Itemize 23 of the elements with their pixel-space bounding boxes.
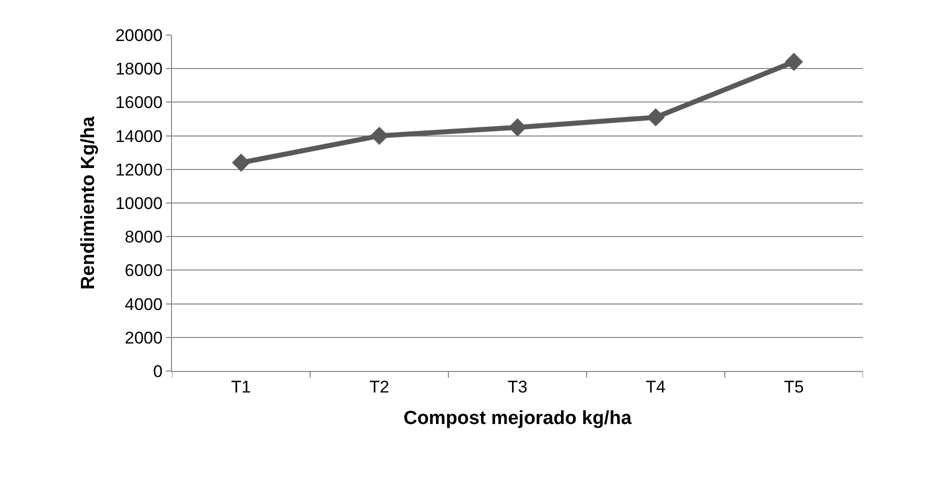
y-tick-label: 6000 <box>124 261 163 280</box>
y-tick-label: 20000 <box>115 26 163 45</box>
y-tick-label: 2000 <box>124 328 163 348</box>
point <box>784 52 803 71</box>
y-tick-label: 16000 <box>115 93 163 112</box>
point <box>508 118 527 136</box>
y-tick-label: 8000 <box>124 228 163 247</box>
y-tick-label: 12000 <box>115 160 163 180</box>
point <box>232 154 250 172</box>
point <box>646 108 665 126</box>
x-axis-title: Compost mejorado kg/ha <box>403 408 632 430</box>
x-tick-label: T3 <box>508 377 528 396</box>
y-tick-label: 4000 <box>124 294 163 314</box>
y-tick-label: 18000 <box>115 60 163 79</box>
y-tick-label: 10000 <box>115 194 163 213</box>
y-tick-label: 0 <box>153 362 163 381</box>
y-axis-title: Rendimiento Kg/ha <box>78 116 100 290</box>
x-tick-label: T4 <box>646 377 666 396</box>
x-tick-label: T1 <box>231 377 252 396</box>
x-tick-label: T5 <box>784 377 804 396</box>
x-tick-label: T2 <box>369 377 390 396</box>
y-tick-label: 14000 <box>115 126 163 146</box>
point <box>370 126 388 145</box>
